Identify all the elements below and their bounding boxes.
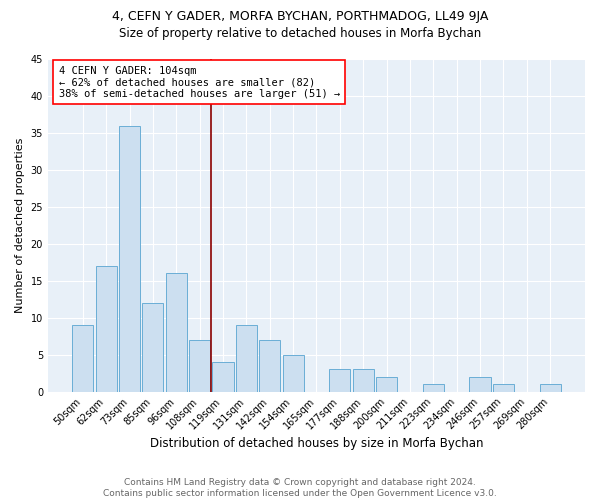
Text: Contains HM Land Registry data © Crown copyright and database right 2024.
Contai: Contains HM Land Registry data © Crown c…	[103, 478, 497, 498]
Bar	[236, 325, 257, 392]
Bar	[283, 354, 304, 392]
Text: Size of property relative to detached houses in Morfa Bychan: Size of property relative to detached ho…	[119, 28, 481, 40]
Bar	[166, 274, 187, 392]
Text: 4 CEFN Y GADER: 104sqm
← 62% of detached houses are smaller (82)
38% of semi-det: 4 CEFN Y GADER: 104sqm ← 62% of detached…	[59, 66, 340, 99]
Bar	[493, 384, 514, 392]
Bar	[539, 384, 560, 392]
Bar	[119, 126, 140, 392]
Bar	[212, 362, 233, 392]
Bar	[95, 266, 117, 392]
Text: 4, CEFN Y GADER, MORFA BYCHAN, PORTHMADOG, LL49 9JA: 4, CEFN Y GADER, MORFA BYCHAN, PORTHMADO…	[112, 10, 488, 23]
Bar	[353, 370, 374, 392]
Bar	[329, 370, 350, 392]
Bar	[376, 377, 397, 392]
Bar	[73, 325, 94, 392]
X-axis label: Distribution of detached houses by size in Morfa Bychan: Distribution of detached houses by size …	[150, 437, 483, 450]
Bar	[142, 303, 163, 392]
Bar	[469, 377, 491, 392]
Bar	[189, 340, 210, 392]
Y-axis label: Number of detached properties: Number of detached properties	[15, 138, 25, 313]
Bar	[259, 340, 280, 392]
Bar	[423, 384, 444, 392]
